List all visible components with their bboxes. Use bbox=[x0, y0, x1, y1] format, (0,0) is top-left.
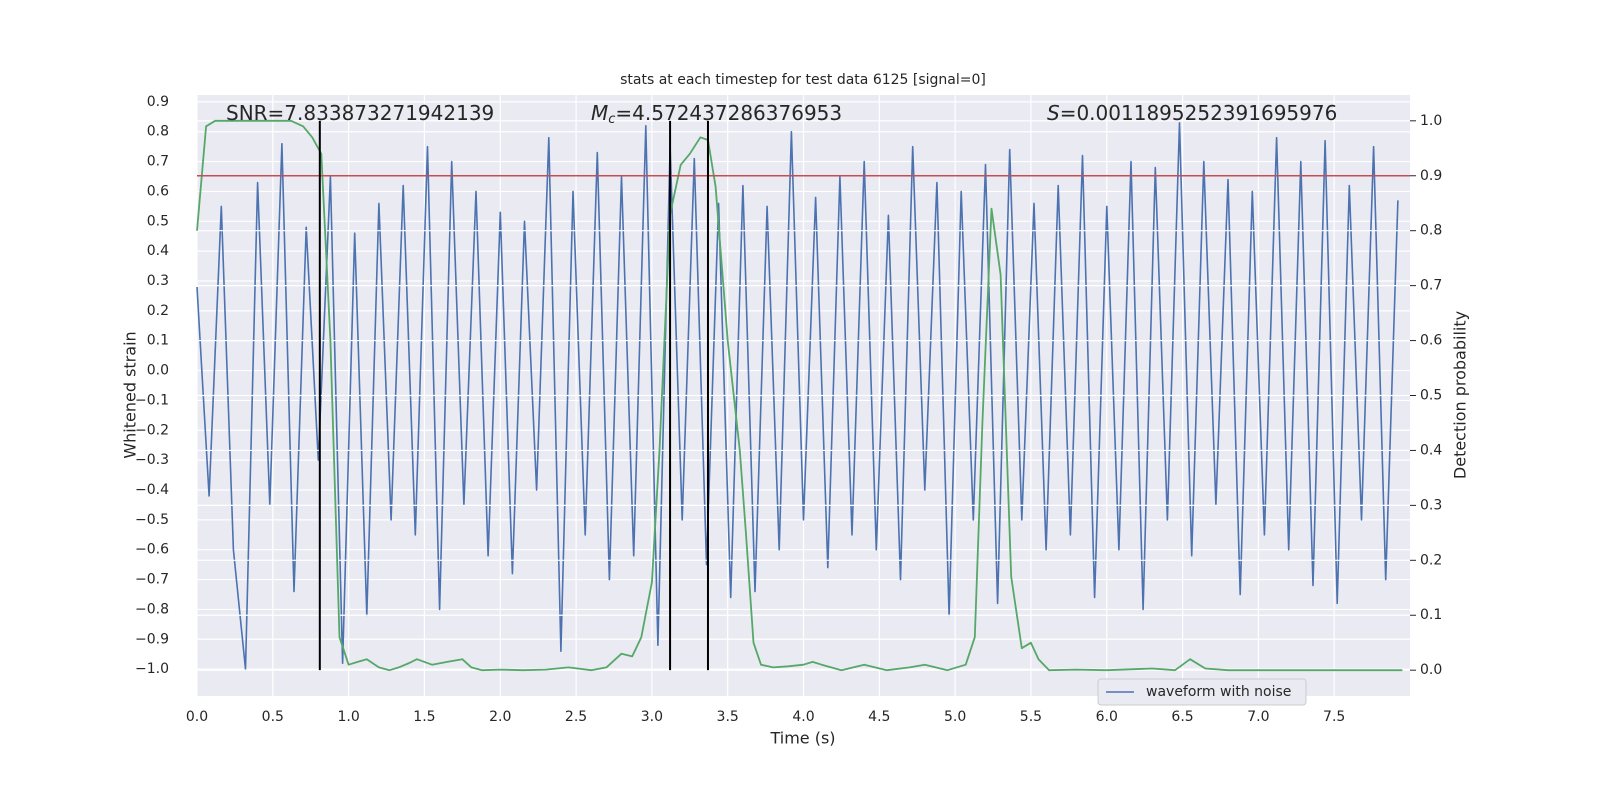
y-tick-label: −0.3 bbox=[135, 452, 169, 468]
y2-tick-label: 0.0 bbox=[1420, 662, 1442, 678]
annotation-text: =0.0011895252391695976 bbox=[1060, 101, 1338, 125]
annotation-subscript: c bbox=[608, 112, 615, 127]
annotation-symbol: M bbox=[591, 101, 608, 125]
x-axis-label: Time (s) bbox=[769, 729, 835, 748]
y2-axis-label: Detection probability bbox=[1451, 311, 1470, 479]
y-tick-label: 0.3 bbox=[147, 273, 169, 289]
y-tick-label: −0.5 bbox=[135, 512, 169, 528]
y-tick-label: 0.8 bbox=[147, 124, 169, 140]
y-tick-label: −0.1 bbox=[135, 392, 169, 408]
x-tick-label: 6.0 bbox=[1096, 709, 1118, 725]
y-tick-label: 0.5 bbox=[147, 213, 169, 229]
y-tick-label: 0.6 bbox=[147, 183, 169, 199]
y2-tick-label: 0.6 bbox=[1420, 333, 1442, 349]
y2-tick-label: 0.3 bbox=[1420, 497, 1442, 513]
y-tick-label: −0.9 bbox=[135, 631, 169, 647]
x-tick-label: 7.5 bbox=[1323, 709, 1345, 725]
x-tick-label: 5.5 bbox=[1020, 709, 1042, 725]
y2-tick-label: 0.5 bbox=[1420, 388, 1442, 404]
y2-tick-label: 0.7 bbox=[1420, 278, 1442, 294]
annotation-text: SNR=7.833873271942139 bbox=[226, 101, 494, 125]
x-tick-label: 3.0 bbox=[641, 709, 663, 725]
y-tick-label: 0.2 bbox=[147, 303, 169, 319]
y-tick-label: 0.9 bbox=[147, 94, 169, 110]
y-tick-label: −0.6 bbox=[135, 542, 169, 558]
y2-tick-label: 1.0 bbox=[1420, 113, 1442, 129]
y2-tick-label: 0.2 bbox=[1420, 552, 1442, 568]
y-tick-label: 0.0 bbox=[147, 363, 169, 379]
x-tick-label: 1.0 bbox=[337, 709, 359, 725]
y2-tick-label: 0.9 bbox=[1420, 168, 1442, 184]
data-line bbox=[196, 119, 1403, 672]
legend-box bbox=[1097, 678, 1307, 706]
x-tick-label: 0.5 bbox=[262, 709, 284, 725]
data-line bbox=[196, 122, 1399, 670]
x-tick-label: 4.0 bbox=[792, 709, 814, 725]
x-tick-label: 3.5 bbox=[717, 709, 739, 725]
x-tick-label: 5.0 bbox=[944, 709, 966, 725]
annotation: SNR=7.833873271942139 bbox=[226, 101, 494, 125]
y-tick-label: 0.1 bbox=[147, 333, 169, 349]
annotation: S=0.0011895252391695976 bbox=[1047, 101, 1337, 125]
annotation-text: =4.572437286376953 bbox=[615, 101, 842, 125]
y-tick-label: −0.2 bbox=[135, 422, 169, 438]
y-tick-label: 0.4 bbox=[147, 243, 169, 259]
y2-tick-label: 0.1 bbox=[1420, 607, 1442, 623]
x-tick-label: 7.0 bbox=[1247, 709, 1269, 725]
x-tick-label: 2.5 bbox=[565, 709, 587, 725]
y-tick-label: −0.4 bbox=[135, 482, 169, 498]
x-tick-label: 0.0 bbox=[186, 709, 208, 725]
y2-tick-label: 0.4 bbox=[1420, 442, 1442, 458]
annotation: Mc=4.572437286376953 bbox=[591, 101, 842, 127]
y-tick-label: −0.8 bbox=[135, 601, 169, 617]
y-tick-label: −1.0 bbox=[135, 661, 169, 677]
x-tick-label: 4.5 bbox=[868, 709, 890, 725]
y2-tick-label: 0.8 bbox=[1420, 223, 1442, 239]
chart-title: stats at each timestep for test data 612… bbox=[620, 72, 986, 88]
y-tick-label: 0.7 bbox=[147, 154, 169, 170]
legend-label: waveform with noise bbox=[1146, 684, 1291, 700]
annotation-symbol: S bbox=[1047, 101, 1060, 125]
x-tick-label: 2.0 bbox=[489, 709, 511, 725]
x-tick-label: 6.5 bbox=[1171, 709, 1193, 725]
x-tick-label: 1.5 bbox=[413, 709, 435, 725]
y-tick-label: −0.7 bbox=[135, 572, 169, 588]
y-axis-label: Whitened strain bbox=[121, 331, 140, 458]
